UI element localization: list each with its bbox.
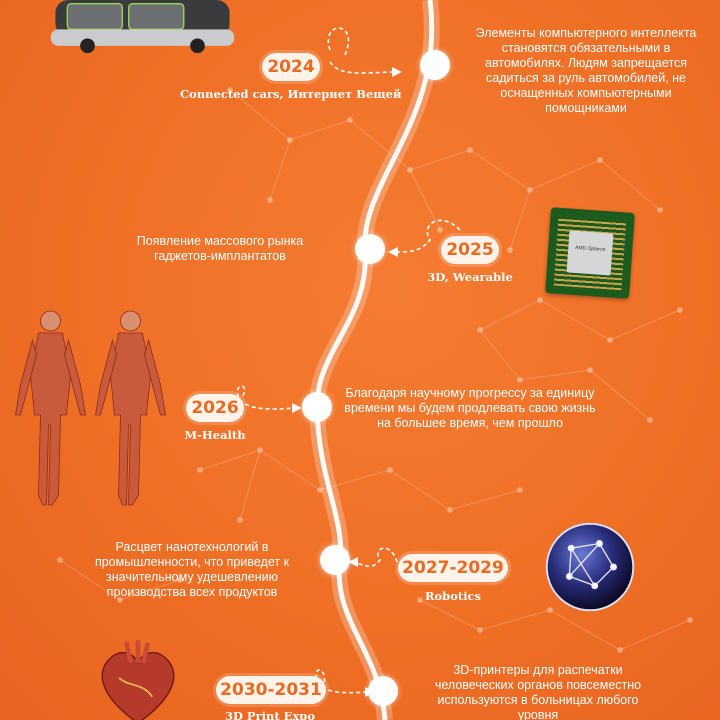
year-label-2027: 2027-2029 [398,554,508,582]
chip-label: AMD Opteron [566,230,614,276]
timeline-node-2025 [355,234,385,264]
description-2027: Расцвет нанотехнологий в промышленности,… [94,540,290,599]
description-2024: Элементы компьютерного интеллекта станов… [475,26,697,115]
chip-icon: AMD Opteron [545,207,635,299]
year-label-2026: 2026 [186,394,244,422]
tag-2026: M-Health [184,428,246,442]
tag-2030: 3D Print Expo [224,709,316,720]
timeline-node-2026 [302,392,332,422]
description-2026: Благодаря научному прогрессу за единицу … [344,386,596,430]
network-sphere-icon [545,522,635,612]
car-icon [50,0,235,54]
tag-2027: Robotics [424,589,482,603]
year-label-2025: 2025 [441,236,499,264]
year-label-2024: 2024 [262,53,320,81]
timeline-node-2030 [368,676,398,706]
description-2030: 3D-принтеры для распечатки человеческих … [434,663,642,720]
description-2025: Появление массового рынка гаджетов-импла… [136,234,304,263]
tag-2024: Connected cars, Интернет Вещей [180,87,402,101]
timeline-node-2027 [320,545,350,575]
anatomy-icon [15,310,166,506]
heart-icon [101,640,175,720]
timeline-node-2024 [420,50,450,80]
tag-2025: 3D, Wearable [427,270,513,284]
year-label-2030: 2030-2031 [216,676,326,704]
